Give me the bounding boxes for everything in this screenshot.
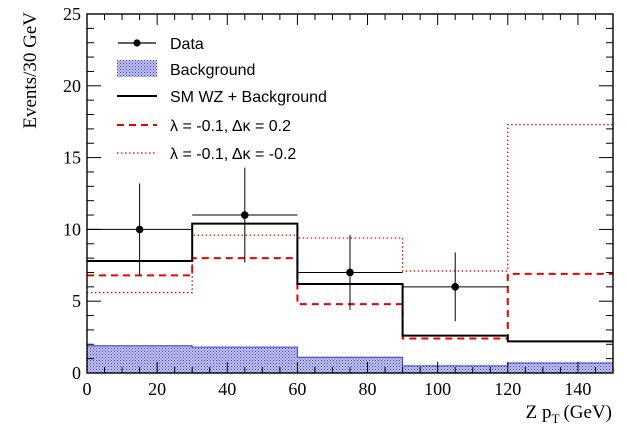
- x-axis-label-subscript: T: [552, 411, 560, 426]
- x-tick-label: 100: [424, 379, 451, 399]
- x-tick-label: 140: [564, 379, 591, 399]
- background-bin-2: [297, 357, 403, 373]
- x-axis-label-unit: (GeV): [563, 402, 612, 423]
- data-marker-3: [451, 283, 460, 291]
- data-point-2: [297, 235, 403, 310]
- x-tick-label: 120: [494, 379, 521, 399]
- data-point-0: [87, 183, 193, 276]
- data-point-1: [192, 167, 298, 263]
- legend-item-dashed: λ = -0.1, Δκ = 0.2: [117, 118, 291, 135]
- x-tick-label: 40: [218, 379, 236, 399]
- y-tick-label: 25: [63, 4, 81, 24]
- y-axis-label: Events/30 GeV: [20, 12, 41, 129]
- x-tick-label: 20: [148, 379, 166, 399]
- y-tick-label: 10: [63, 219, 81, 239]
- x-tick-label: 0: [83, 379, 92, 399]
- legend-item-data: Data: [118, 36, 204, 53]
- legend-item-background: Background: [117, 60, 255, 79]
- data-marker-0: [135, 225, 144, 234]
- x-axis-label-main: Z p: [526, 402, 552, 423]
- legend-label-data: Data: [170, 36, 204, 53]
- x-tick-label: 60: [288, 379, 306, 399]
- legend: Data Background SM WZ + Background λ = -…: [117, 36, 327, 163]
- y-tick-label: 20: [63, 76, 81, 96]
- legend-label-dotted: λ = -0.1, Δκ = -0.2: [170, 146, 296, 163]
- y-tick-label: 5: [72, 291, 81, 311]
- legend-label-sm: SM WZ + Background: [170, 89, 327, 106]
- data-marker-2: [346, 268, 354, 277]
- legend-label-background: Background: [170, 62, 255, 79]
- legend-label-dashed: λ = -0.1, Δκ = 0.2: [170, 118, 291, 135]
- axis-ticks: [86, 13, 614, 374]
- x-axis-label: Z pT (GeV): [526, 402, 612, 426]
- x-tick-label: 80: [359, 379, 377, 399]
- y-tick-label: 0: [72, 363, 81, 383]
- plot-frame: [86, 13, 614, 374]
- y-tick-label: 15: [63, 148, 81, 168]
- tick-labels: 0 20 40 60 80 100 120 140 0 5 10 15 20 25: [63, 4, 591, 399]
- legend-item-dotted: λ = -0.1, Δκ = -0.2: [117, 146, 296, 163]
- data-marker-1: [241, 211, 249, 219]
- data-points: [87, 167, 508, 322]
- legend-item-sm: SM WZ + Background: [117, 89, 327, 106]
- data-point-3: [402, 252, 508, 322]
